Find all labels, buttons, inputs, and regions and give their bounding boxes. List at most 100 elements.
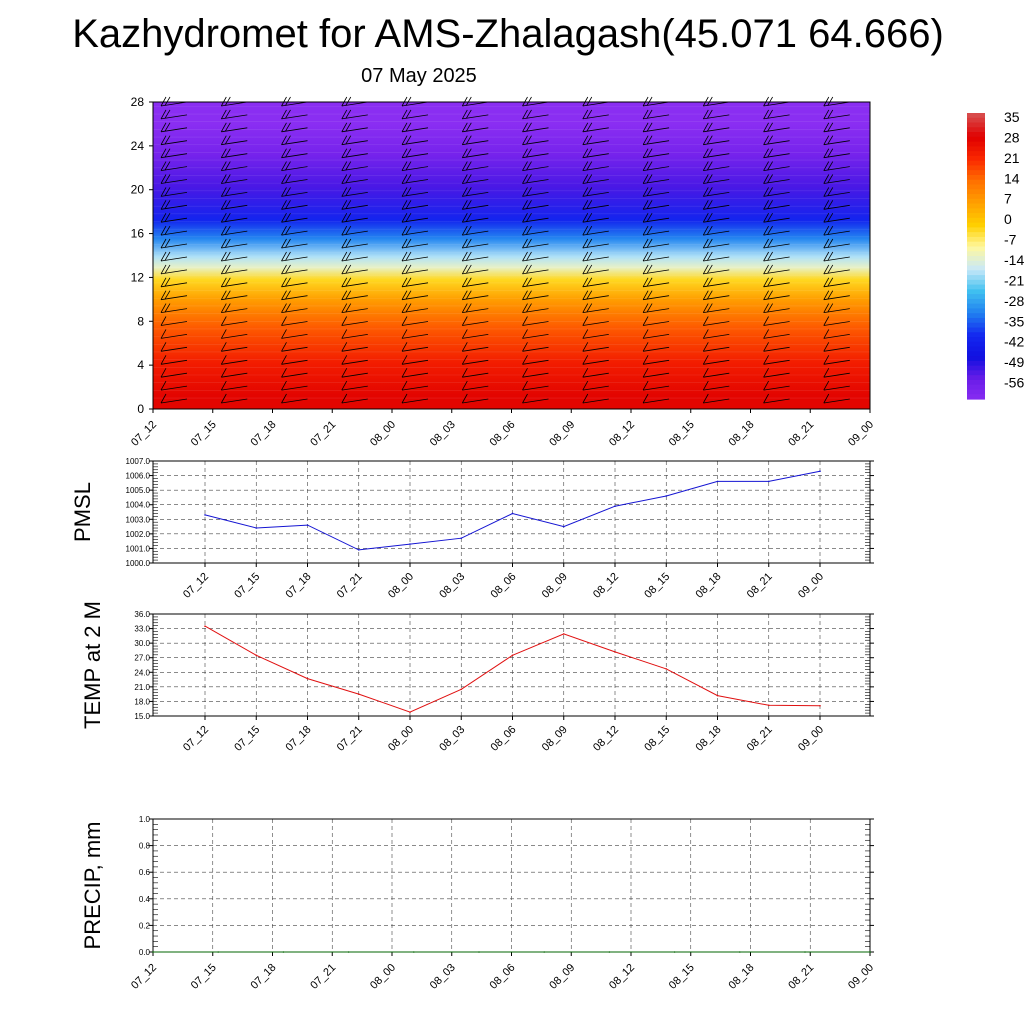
wind-barb (522, 329, 549, 339)
wind-barb (823, 393, 850, 404)
wind-barb (281, 380, 308, 391)
wind-barb (702, 135, 730, 146)
wind-barb (281, 187, 308, 197)
y-tick-label: 0.4 (139, 895, 151, 904)
colorbar-segment (967, 246, 985, 252)
wind-barb (642, 225, 670, 236)
wind-barb (341, 316, 368, 326)
x-tick-label: 08_15 (642, 724, 672, 754)
wind-barb (522, 264, 549, 275)
wind-barb (763, 368, 790, 378)
colorbar-segment (967, 117, 985, 124)
wind-barb (763, 251, 790, 262)
x-tick-label: 08_09 (547, 962, 577, 992)
x-tick-label: 07_21 (308, 962, 338, 992)
wind-barb (220, 174, 248, 184)
colorbar-segment (967, 270, 985, 276)
wind-barb (642, 135, 670, 146)
colorbar-label: -7 (1004, 232, 1017, 248)
wind-barb (160, 225, 188, 236)
colorbar-segment (967, 227, 985, 233)
wind-barb (763, 342, 790, 352)
y-tick-label: 15.0 (134, 712, 150, 721)
y-tick-label: 1002.0 (126, 530, 151, 539)
x-tick-label: 08_12 (607, 962, 637, 992)
wind-barb (702, 355, 730, 365)
wind-barb (160, 277, 188, 288)
wind-barb (763, 238, 790, 249)
colorbar-segment (967, 213, 985, 219)
wind-barb (702, 277, 730, 288)
wind-barb (823, 174, 850, 184)
x-tick-label: 07_21 (308, 419, 338, 449)
wind-barb (220, 277, 248, 288)
wind-barb (642, 174, 670, 184)
wind-barb (281, 161, 308, 171)
y-tick-label: 12 (131, 270, 145, 284)
wind-barb (461, 393, 489, 404)
wind-barb (702, 148, 730, 159)
wind-barb (461, 277, 489, 288)
wind-barb (281, 135, 308, 146)
wind-barb (401, 225, 429, 236)
wind-barb (461, 355, 489, 365)
wind-barb (582, 161, 609, 171)
wind-barb (401, 161, 429, 171)
wind-barb (642, 109, 670, 120)
pmsl-data-point (306, 524, 309, 526)
wind-barb (341, 225, 368, 236)
y-tick-label: 28 (131, 95, 145, 109)
wind-barb (160, 290, 188, 301)
wind-barb (522, 342, 549, 352)
x-tick-label: 07_18 (249, 962, 279, 992)
wind-barb (461, 225, 489, 236)
colorbar-segment (967, 365, 985, 371)
chart-date: 07 May 2025 (361, 65, 477, 87)
wind-barb (763, 174, 790, 184)
wind-barb (823, 342, 850, 352)
wind-barb (702, 200, 730, 210)
wind-barb (642, 148, 670, 159)
wind-barb (341, 122, 368, 133)
x-tick-label: 08_09 (540, 571, 570, 601)
colorbar-segment (967, 394, 985, 400)
wind-barb (160, 174, 188, 184)
y-tick-label: 36.0 (134, 610, 150, 619)
wind-barb (401, 174, 429, 184)
x-tick-label: 08_18 (727, 962, 757, 992)
wind-barb (220, 200, 248, 210)
colorbar-segment (967, 179, 985, 186)
wind-barb (281, 238, 308, 249)
colorbar-segment (967, 279, 985, 286)
wind-barb (522, 380, 549, 391)
panel-bg (153, 461, 870, 563)
wind-barb (763, 277, 790, 288)
y-tick-label: 0.8 (139, 842, 151, 851)
colorbar-segment (967, 360, 985, 367)
wind-barb (281, 148, 308, 159)
pmsl-data-point (819, 470, 821, 473)
colorbar-segment (967, 184, 985, 190)
colorbar-segment (967, 208, 985, 214)
colorbar-segment (967, 113, 985, 119)
wind-barb (461, 200, 489, 210)
wind-barb (461, 174, 489, 184)
x-tick-label: 07_18 (284, 724, 314, 754)
wind-barb (763, 212, 790, 223)
wind-barb (220, 303, 248, 313)
wind-barb (401, 316, 429, 326)
wind-barb (281, 316, 308, 326)
wind-barb (702, 251, 730, 262)
wind-barb (702, 109, 730, 120)
wind-barb (642, 380, 670, 391)
wind-barb (823, 355, 850, 365)
x-tick-label: 08_18 (727, 419, 757, 449)
wind-barb (763, 290, 790, 301)
x-tick-label: 08_21 (745, 724, 775, 754)
temp-data-point (306, 677, 309, 680)
colorbar-label: -28 (1004, 293, 1024, 309)
wind-barb (220, 316, 248, 326)
x-tick-label: 09_00 (796, 724, 826, 754)
wind-barb (823, 212, 850, 223)
colorbar-segment (967, 332, 985, 338)
